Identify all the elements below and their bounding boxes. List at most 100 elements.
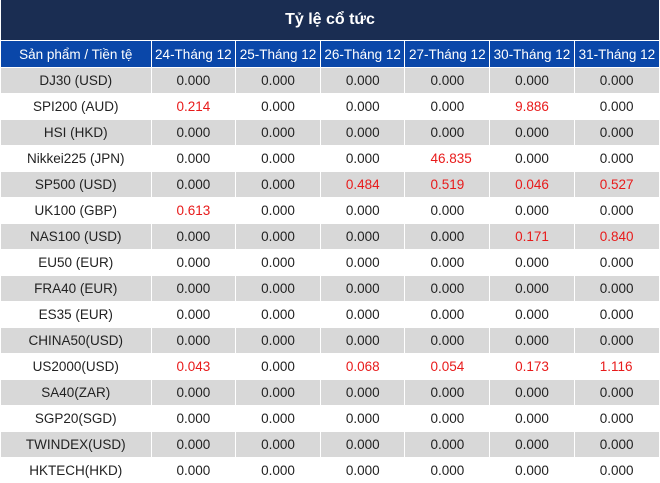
product-name-cell: HSI (HKD) — [1, 119, 152, 146]
dividend-value-cell: 0.000 — [151, 405, 237, 432]
dividend-value-cell: 0.000 — [489, 249, 575, 276]
dividend-value-cell: 0.000 — [320, 379, 406, 406]
column-header-date: 31-Tháng 12 — [574, 41, 659, 68]
table-row: SGP20(SGD) 0.000 0.000 0.000 0.000 0.000 0.000 — [1, 405, 659, 432]
dividend-value-cell: 0.000 — [574, 301, 659, 328]
product-name-cell: CHINA50(USD) — [1, 327, 152, 354]
dividend-value-cell: 1.116 — [574, 353, 659, 380]
dividend-value-cell: 0.000 — [574, 327, 659, 354]
table-row: SPI200 (AUD) 0.214 0.000 0.000 0.000 9.886 0.0… — [1, 93, 659, 120]
header-row: Sản phẩm / Tiền tệ 24-Tháng 12 25-Tháng … — [1, 41, 659, 68]
dividend-value-cell: 0.000 — [235, 405, 321, 432]
table-row: EU50 (EUR) 0.000 0.000 0.000 0.000 0.000 0.000 — [1, 249, 659, 276]
table-row: FRA40 (EUR) 0.000 0.000 0.000 0.000 0.000 0.00… — [1, 275, 659, 302]
page-title: Tỷ lệ cổ tức — [1, 0, 659, 41]
table-body: DJ30 (USD) 0.000 0.000 0.000 0.000 0.000 0.000… — [1, 67, 659, 483]
dividend-value-cell: 0.043 — [151, 353, 237, 380]
dividend-value-cell: 0.613 — [151, 197, 237, 224]
product-name-cell: NAS100 (USD) — [1, 223, 152, 250]
column-header-date: 30-Tháng 12 — [489, 41, 575, 68]
dividend-value-cell: 0.000 — [320, 67, 406, 94]
column-header-date: 27-Tháng 12 — [404, 41, 491, 68]
dividend-value-cell: 0.000 — [404, 197, 491, 224]
dividend-value-cell: 0.000 — [489, 119, 575, 146]
dividend-value-cell: 0.000 — [320, 119, 406, 146]
product-name-cell: ES35 (EUR) — [1, 301, 152, 328]
dividend-value-cell: 0.000 — [489, 301, 575, 328]
dividend-value-cell: 0.000 — [404, 67, 491, 94]
table-row: NAS100 (USD) 0.000 0.000 0.000 0.000 0.171 0.8… — [1, 223, 659, 250]
dividend-value-cell: 0.000 — [235, 223, 321, 250]
table-row: SA40(ZAR) 0.000 0.000 0.000 0.000 0.000 0.000 — [1, 379, 659, 406]
table-row: HSI (HKD) 0.000 0.000 0.000 0.000 0.000 0.000 — [1, 119, 659, 146]
dividend-value-cell: 0.000 — [235, 457, 321, 483]
dividend-value-cell: 0.000 — [574, 379, 659, 406]
dividend-value-cell: 0.068 — [320, 353, 406, 380]
dividend-value-cell: 9.886 — [489, 93, 575, 120]
dividend-value-cell: 0.000 — [235, 197, 321, 224]
dividend-value-cell: 0.000 — [574, 249, 659, 276]
product-name-cell: UK100 (GBP) — [1, 197, 152, 224]
product-name-cell: EU50 (EUR) — [1, 249, 152, 276]
dividend-value-cell: 0.000 — [489, 379, 575, 406]
dividend-value-cell: 0.000 — [151, 301, 237, 328]
dividend-value-cell: 0.527 — [574, 171, 659, 198]
table-row: UK100 (GBP) 0.613 0.000 0.000 0.000 0.000 0.00… — [1, 197, 659, 224]
dividend-value-cell: 0.000 — [574, 197, 659, 224]
dividend-value-cell: 0.000 — [320, 327, 406, 354]
dividend-value-cell: 0.000 — [404, 249, 491, 276]
dividend-value-cell: 46.835 — [404, 145, 491, 172]
dividend-value-cell: 0.000 — [574, 431, 659, 458]
dividend-value-cell: 0.000 — [235, 275, 321, 302]
product-name-cell: SGP20(SGD) — [1, 405, 152, 432]
table-row: Nikkei225 (JPN) 0.000 0.000 0.000 46.835 0.00… — [1, 145, 659, 172]
dividend-value-cell: 0.000 — [489, 67, 575, 94]
product-name-cell: SP500 (USD) — [1, 171, 152, 198]
dividend-value-cell: 0.000 — [574, 67, 659, 94]
dividend-value-cell: 0.000 — [151, 67, 237, 94]
dividend-value-cell: 0.000 — [151, 145, 237, 172]
product-name-cell: SPI200 (AUD) — [1, 93, 152, 120]
dividend-value-cell: 0.000 — [320, 93, 406, 120]
table-row: CHINA50(USD) 0.000 0.000 0.000 0.000 0.000 0.0… — [1, 327, 659, 354]
dividend-value-cell: 0.000 — [235, 431, 321, 458]
dividend-value-cell: 0.000 — [489, 457, 575, 483]
table-row: SP500 (USD) 0.000 0.000 0.484 0.519 0.046 0.52… — [1, 171, 659, 198]
table-row: DJ30 (USD) 0.000 0.000 0.000 0.000 0.000 0.000 — [1, 67, 659, 94]
dividend-value-cell: 0.000 — [235, 93, 321, 120]
dividend-value-cell: 0.000 — [235, 327, 321, 354]
dividend-value-cell: 0.000 — [151, 119, 237, 146]
column-header-product: Sản phẩm / Tiền tệ — [1, 41, 152, 68]
dividend-value-cell: 0.000 — [574, 275, 659, 302]
dividend-value-cell: 0.000 — [404, 405, 491, 432]
column-header-date: 26-Tháng 12 — [320, 41, 406, 68]
dividend-value-cell: 0.000 — [235, 171, 321, 198]
dividend-value-cell: 0.000 — [151, 457, 237, 483]
dividend-value-cell: 0.000 — [151, 249, 237, 276]
dividend-value-cell: 0.000 — [320, 145, 406, 172]
dividend-value-cell: 0.173 — [489, 353, 575, 380]
dividend-value-cell: 0.000 — [404, 93, 491, 120]
dividend-value-cell: 0.000 — [320, 249, 406, 276]
dividend-value-cell: 0.000 — [574, 145, 659, 172]
dividend-value-cell: 0.000 — [574, 457, 659, 483]
dividend-value-cell: 0.000 — [151, 379, 237, 406]
dividend-value-cell: 0.000 — [404, 223, 491, 250]
product-name-cell: SA40(ZAR) — [1, 379, 152, 406]
dividend-value-cell: 0.000 — [404, 119, 491, 146]
table-row: ES35 (EUR) 0.000 0.000 0.000 0.000 0.000 0.000 — [1, 301, 659, 328]
dividend-value-cell: 0.000 — [574, 405, 659, 432]
dividend-table: Sản phẩm / Tiền tệ 24-Tháng 12 25-Tháng … — [1, 41, 659, 483]
dividend-value-cell: 0.046 — [489, 171, 575, 198]
dividend-value-cell: 0.000 — [235, 67, 321, 94]
dividend-value-cell: 0.000 — [235, 353, 321, 380]
dividend-value-cell: 0.000 — [235, 249, 321, 276]
dividend-value-cell: 0.000 — [235, 119, 321, 146]
dividend-value-cell: 0.000 — [151, 171, 237, 198]
dividend-value-cell: 0.000 — [151, 223, 237, 250]
dividend-value-cell: 0.000 — [489, 145, 575, 172]
dividend-value-cell: 0.000 — [320, 223, 406, 250]
dividend-value-cell: 0.000 — [404, 431, 491, 458]
dividend-value-cell: 0.000 — [489, 197, 575, 224]
